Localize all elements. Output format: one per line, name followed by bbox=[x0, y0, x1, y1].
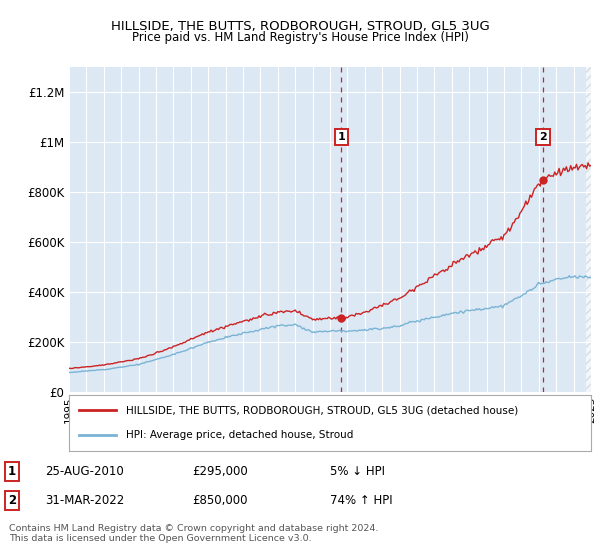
Text: Price paid vs. HM Land Registry's House Price Index (HPI): Price paid vs. HM Land Registry's House … bbox=[131, 31, 469, 44]
Text: HPI: Average price, detached house, Stroud: HPI: Average price, detached house, Stro… bbox=[127, 430, 354, 440]
Text: 1: 1 bbox=[337, 132, 345, 142]
Text: £295,000: £295,000 bbox=[192, 465, 248, 478]
Text: 5% ↓ HPI: 5% ↓ HPI bbox=[330, 465, 385, 478]
Text: HILLSIDE, THE BUTTS, RODBOROUGH, STROUD, GL5 3UG: HILLSIDE, THE BUTTS, RODBOROUGH, STROUD,… bbox=[110, 20, 490, 32]
Text: 74% ↑ HPI: 74% ↑ HPI bbox=[330, 494, 392, 507]
Text: 31-MAR-2022: 31-MAR-2022 bbox=[45, 494, 124, 507]
Point bbox=[337, 314, 346, 323]
Text: 25-AUG-2010: 25-AUG-2010 bbox=[45, 465, 124, 478]
Text: £850,000: £850,000 bbox=[192, 494, 248, 507]
Text: 2: 2 bbox=[539, 132, 547, 142]
Text: HILLSIDE, THE BUTTS, RODBOROUGH, STROUD, GL5 3UG (detached house): HILLSIDE, THE BUTTS, RODBOROUGH, STROUD,… bbox=[127, 405, 518, 416]
Text: Contains HM Land Registry data © Crown copyright and database right 2024.
This d: Contains HM Land Registry data © Crown c… bbox=[9, 524, 379, 543]
Text: 1: 1 bbox=[8, 465, 16, 478]
Text: 2: 2 bbox=[8, 494, 16, 507]
Point bbox=[538, 175, 548, 184]
